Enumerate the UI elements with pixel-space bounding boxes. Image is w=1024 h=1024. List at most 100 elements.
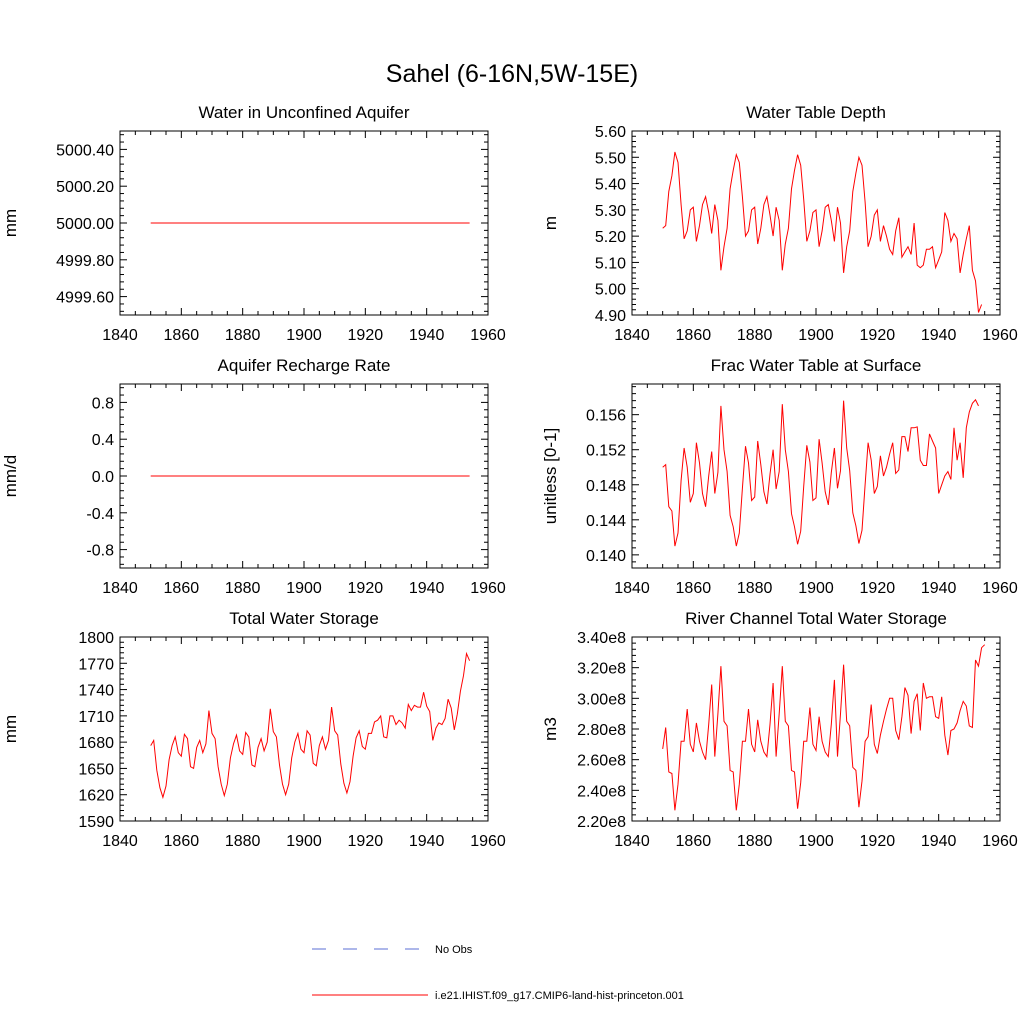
x-tick-label: 1960 [470, 833, 506, 850]
y-tick-label: 1590 [78, 814, 114, 831]
x-tick-label: 1880 [737, 580, 773, 597]
x-tick-label: 1860 [676, 580, 712, 597]
panel-title: Aquifer Recharge Rate [218, 356, 391, 375]
y-tick-label: 1680 [78, 735, 114, 752]
x-tick-label: 1900 [798, 833, 834, 850]
x-tick-label: 1920 [348, 580, 384, 597]
x-tick-label: 1880 [225, 833, 261, 850]
y-tick-label: -0.4 [86, 506, 114, 523]
x-tick-label: 1960 [982, 833, 1018, 850]
chart-panel-2: Water Table Depth 1840 1860 1880 1900 1920 194… [541, 103, 1018, 344]
x-tick-label: 1840 [614, 580, 650, 597]
y-tick-label: 2.40e8 [577, 783, 626, 800]
chart-panel-5: Total Water Storage 1840 1860 1880 1900 1920 1… [1, 609, 506, 850]
y-tick-label: 2.20e8 [577, 814, 626, 831]
x-tick-label: 1860 [164, 833, 200, 850]
x-tick-label: 1960 [982, 327, 1018, 344]
x-tick-label: 1900 [798, 580, 834, 597]
x-tick-label: 1940 [409, 580, 445, 597]
y-tick-label: 1620 [78, 788, 114, 805]
series-line [150, 651, 471, 800]
y-tick-label: 5.00 [595, 282, 626, 299]
x-tick-label: 1940 [921, 327, 957, 344]
x-tick-label: 1960 [982, 580, 1018, 597]
plot-frame [631, 130, 1001, 316]
x-tick-label: 1860 [164, 580, 200, 597]
y-tick-label: 2.80e8 [577, 722, 626, 739]
y-tick-label: 5.10 [595, 255, 626, 272]
series-line [662, 644, 986, 811]
y-tick-label: 0.0 [92, 469, 114, 486]
x-tick-label: 1880 [737, 327, 773, 344]
y-tick-label: 3.40e8 [577, 630, 626, 647]
x-tick-label: 1940 [409, 327, 445, 344]
y-tick-label: 2.60e8 [577, 753, 626, 770]
y-tick-label: -0.8 [86, 543, 114, 560]
x-tick-label: 1920 [348, 327, 384, 344]
figure-title: Sahel (6-16N,5W-15E) [386, 60, 638, 88]
x-tick-label: 1920 [348, 833, 384, 850]
y-axis-label: unitless [0-1] [541, 428, 560, 524]
legend-model-label: i.e21.IHIST.f09_g17.CMIP6-land-hist-prin… [435, 990, 684, 1002]
y-tick-label: 0.148 [586, 478, 626, 495]
x-tick-label: 1920 [860, 580, 896, 597]
x-tick-label: 1940 [409, 833, 445, 850]
x-tick-label: 1900 [286, 580, 322, 597]
y-tick-label: 4999.80 [56, 253, 114, 270]
x-tick-label: 1840 [614, 833, 650, 850]
panel-title: Water Table Depth [746, 103, 886, 122]
x-tick-label: 1840 [102, 580, 138, 597]
chart-panel-4: Frac Water Table at Surface 1840 1860 1880 1… [541, 356, 1018, 597]
y-tick-label: 5.40 [595, 177, 626, 194]
y-tick-label: 0.8 [92, 395, 114, 412]
x-tick-label: 1860 [676, 327, 712, 344]
x-tick-label: 1880 [225, 580, 261, 597]
x-tick-label: 1880 [737, 833, 773, 850]
y-tick-label: 3.20e8 [577, 661, 626, 678]
y-tick-label: 1650 [78, 761, 114, 778]
x-tick-label: 1840 [614, 327, 650, 344]
legend: No Obs i.e21.IHIST.f09_g17.CMIP6-land-hi… [312, 944, 684, 1002]
y-axis-label: m3 [541, 717, 560, 741]
y-tick-label: 1710 [78, 709, 114, 726]
y-axis-label: mm/d [1, 455, 20, 498]
y-tick-label: 0.156 [586, 408, 626, 425]
y-tick-label: 5000.20 [56, 179, 114, 196]
y-axis-label: mm [1, 209, 20, 237]
y-tick-label: 4.90 [595, 308, 626, 325]
y-tick-label: 0.144 [586, 513, 626, 530]
chart-panel-6: River Channel Total Water Storage 1840 186… [541, 609, 1018, 850]
panels: Water in Unconfined Aquifer 1840 1860 1880 1… [1, 103, 1018, 850]
y-tick-label: 0.152 [586, 443, 626, 460]
x-tick-label: 1920 [860, 327, 896, 344]
x-tick-label: 1840 [102, 327, 138, 344]
y-tick-label: 3.00e8 [577, 691, 626, 708]
y-tick-label: 5.50 [595, 150, 626, 167]
x-tick-label: 1900 [286, 327, 322, 344]
legend-no-obs-label: No Obs [435, 944, 473, 956]
x-tick-label: 1840 [102, 833, 138, 850]
plot-frame [119, 636, 489, 822]
panel-title: Total Water Storage [229, 609, 379, 628]
x-tick-label: 1940 [921, 580, 957, 597]
panel-title: River Channel Total Water Storage [685, 609, 947, 628]
y-tick-label: 5000.40 [56, 142, 114, 159]
y-tick-label: 1740 [78, 683, 114, 700]
y-tick-label: 5.20 [595, 229, 626, 246]
y-tick-label: 0.140 [586, 548, 626, 565]
chart-panel-1: Water in Unconfined Aquifer 1840 1860 1880 1… [1, 103, 506, 344]
y-tick-label: 5000.00 [56, 216, 114, 233]
panel-title: Water in Unconfined Aquifer [198, 103, 409, 122]
x-tick-label: 1900 [798, 327, 834, 344]
y-tick-label: 1800 [78, 630, 114, 647]
x-tick-label: 1960 [470, 580, 506, 597]
series-line [662, 398, 979, 547]
x-tick-label: 1860 [676, 833, 712, 850]
y-axis-label: m [541, 216, 560, 230]
x-tick-label: 1880 [225, 327, 261, 344]
x-tick-label: 1860 [164, 327, 200, 344]
y-axis-label: mm [1, 715, 20, 743]
y-tick-label: 0.4 [92, 432, 114, 449]
y-tick-label: 5.60 [595, 124, 626, 141]
